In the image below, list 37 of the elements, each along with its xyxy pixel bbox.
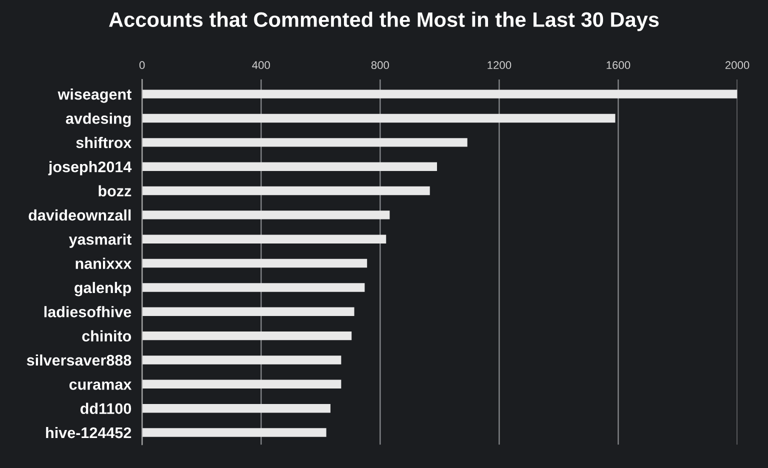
bar (142, 404, 330, 413)
y-tick-label: avdesing (66, 112, 131, 128)
bar (142, 331, 352, 340)
y-tick-label: chinito (82, 330, 132, 342)
y-tick-label: galenkp (74, 282, 132, 296)
y-tick-label: bozz (98, 185, 132, 196)
bar (142, 90, 738, 98)
x-tick-label: 1600 (606, 61, 630, 70)
bar (142, 138, 468, 147)
y-tick-label: curamax (69, 381, 132, 390)
bar (142, 283, 365, 292)
bar (142, 186, 430, 196)
bar (142, 162, 437, 171)
y-tick-label: joseph2014 (48, 161, 132, 176)
bar (142, 258, 368, 268)
y-tick-label: yasmarit (68, 234, 132, 248)
y-tick-label: silversaver888 (26, 354, 132, 366)
y-tick-label: shiftrox (76, 136, 132, 148)
bar (142, 356, 342, 364)
bar (142, 210, 390, 220)
bar (142, 380, 342, 389)
y-tick-label: hive-124452 (46, 426, 132, 438)
y-tick-label: nanixxx (76, 258, 132, 269)
x-tick-label: 800 (371, 61, 389, 70)
chart-title: Accounts that Commented the Most in the Last 30 Days (109, 12, 659, 32)
bar (142, 307, 354, 316)
y-tick-label: wiseagent (58, 88, 132, 103)
x-tick-label: 400 (252, 61, 270, 70)
y-tick-label: ladiesofhive (44, 306, 132, 318)
y-tick-label: davideownzall (28, 209, 131, 221)
bar (142, 114, 616, 123)
x-tick-label: 1200 (488, 61, 512, 70)
x-tick-label: 0 (139, 61, 145, 70)
x-tick-label: 2000 (725, 61, 750, 70)
y-tick-label: dd1100 (80, 402, 132, 414)
bar (142, 428, 326, 437)
bar (142, 234, 386, 244)
